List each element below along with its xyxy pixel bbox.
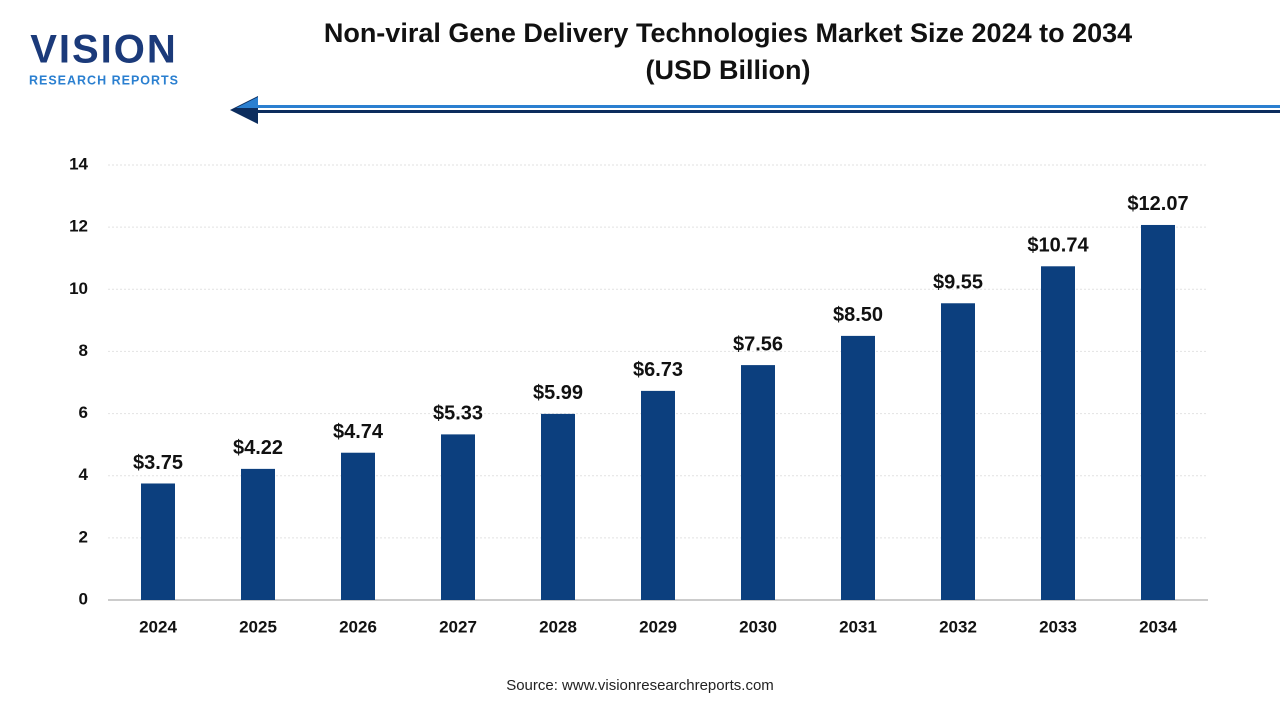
x-tick-label: 2028 [539,617,577,636]
y-tick-label: 4 [79,465,89,484]
logo-tagline: RESEARCH REPORTS [29,73,179,87]
logo-name: VISION [30,28,178,72]
value-label: $12.07 [1127,193,1188,215]
y-tick-label: 8 [79,341,88,360]
x-tick-label: 2026 [339,617,377,636]
y-tick-label: 10 [69,279,88,298]
y-tick-label: 14 [69,154,88,173]
bar [841,335,875,600]
bar [141,483,175,600]
x-tick-label: 2032 [939,617,977,636]
x-tick-label: 2031 [839,617,877,636]
value-label: $5.99 [533,382,583,404]
bar [1141,224,1175,601]
x-tick-label: 2033 [1039,617,1077,636]
header-rule [250,105,1280,108]
bar [541,413,575,600]
header-arrow [236,97,258,108]
x-tick-label: 2034 [1139,617,1177,636]
x-tick-label: 2030 [739,617,777,636]
bar [441,434,475,600]
bar [641,390,675,600]
x-tick-label: 2029 [639,617,677,636]
value-label: $4.22 [233,437,283,459]
value-label: $4.74 [333,421,384,443]
value-label: $8.50 [833,304,883,326]
bar [341,452,375,600]
y-tick-label: 6 [79,403,88,422]
x-tick-label: 2027 [439,617,477,636]
bar [741,365,775,600]
y-tick-label: 0 [79,589,88,608]
bar [941,303,975,600]
y-tick-label: 12 [69,217,88,236]
value-label: $7.56 [733,333,783,355]
value-label: $3.75 [133,452,183,474]
value-label: $9.55 [933,272,983,294]
chart-title: Non-viral Gene Delivery Technologies Mar… [324,18,1132,48]
bar [241,468,275,600]
value-label: $5.33 [433,403,483,425]
chart-subtitle: (USD Billion) [646,55,811,85]
value-label: $6.73 [633,359,683,381]
bar [1041,266,1075,600]
value-label: $10.74 [1027,235,1089,257]
x-tick-label: 2025 [239,617,277,636]
header-rule [250,110,1280,113]
source-note: Source: www.visionresearchreports.com [506,677,774,694]
y-tick-label: 2 [79,527,88,546]
x-tick-label: 2024 [139,617,177,636]
